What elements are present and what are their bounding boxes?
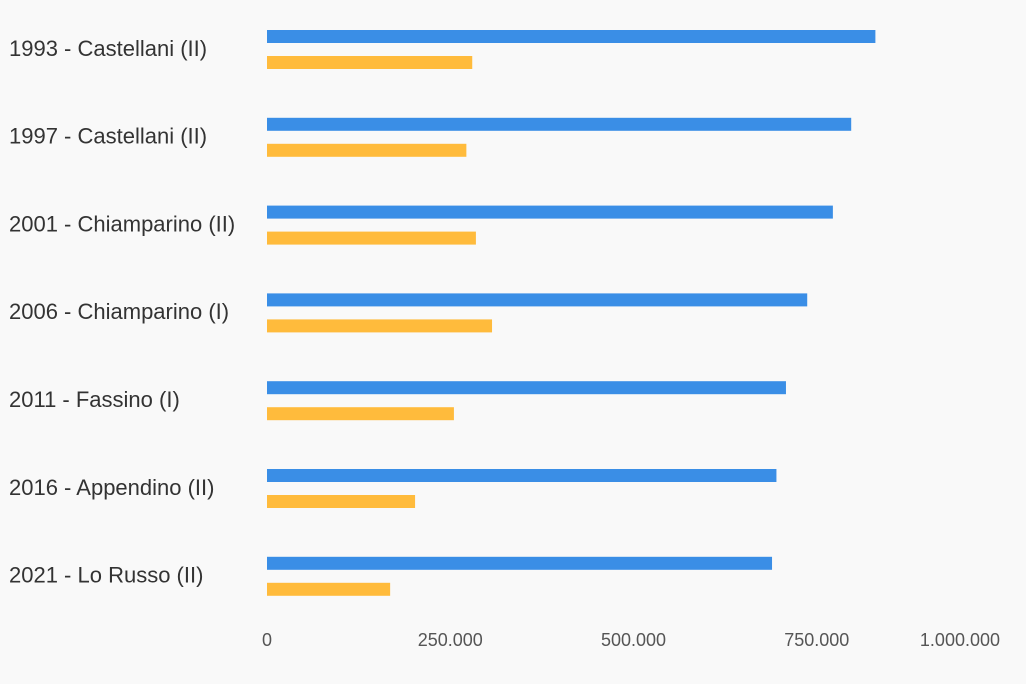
bar-series-2-row-3 — [267, 231, 476, 245]
x-tick-label: 500.000 — [601, 630, 666, 650]
bar-series-1-row-6 — [267, 469, 777, 482]
bars-group — [267, 30, 876, 596]
bar-series-1-row-3 — [267, 205, 833, 219]
bar-series-2-row-6 — [267, 495, 416, 508]
category-label: 2006 - Chiamparino (I) — [9, 299, 229, 324]
bar-series-1-row-1 — [267, 30, 876, 43]
category-labels: 1993 - Castellani (II) 1997 - Castellani … — [9, 36, 235, 588]
bar-series-1-row-2 — [267, 117, 852, 131]
bar-series-2-row-1 — [267, 56, 473, 69]
x-axis-tick-labels: 0 250.000 500.000 750.000 1.000.000 — [262, 630, 1000, 650]
x-tick-label: 1.000.000 — [920, 630, 1000, 650]
category-label: 2021 - Lo Russo (II) — [9, 563, 203, 588]
bar-series-1-row-4 — [267, 293, 808, 307]
bar-series-2-row-4 — [267, 319, 493, 333]
bar-series-1-row-7 — [267, 556, 773, 570]
bar-series-2-row-5 — [267, 407, 454, 421]
x-tick-label: 0 — [262, 630, 272, 650]
category-label: 2016 - Appendino (II) — [9, 475, 214, 500]
category-label: 2011 - Fassino (I) — [9, 387, 180, 412]
bar-series-2-row-7 — [267, 582, 391, 596]
category-label: 2001 - Chiamparino (II) — [9, 211, 235, 236]
category-label: 1997 - Castellani (II) — [9, 124, 207, 149]
x-tick-label: 750.000 — [784, 630, 849, 650]
x-tick-label: 250.000 — [418, 630, 483, 650]
category-label: 1993 - Castellani (II) — [9, 36, 207, 61]
bar-series-1-row-5 — [267, 381, 786, 395]
bar-series-2-row-2 — [267, 143, 467, 157]
